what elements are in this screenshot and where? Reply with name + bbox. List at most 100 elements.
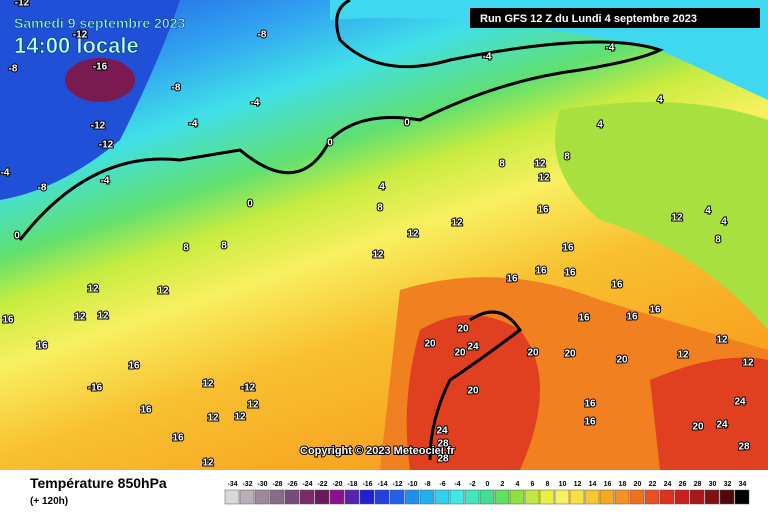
contour-label: 12 [677,350,689,361]
contour-label: 12 [202,458,214,469]
scale-swatch [734,489,750,505]
scale-label: -8 [424,481,430,488]
contour-label: -12 [73,30,88,41]
contour-label: 16 [564,268,576,279]
date-label: Samedi 9 septembre 2023 [14,15,185,31]
scale-label: 26 [679,481,687,488]
contour-label: -12 [15,0,30,9]
scale-swatch [704,489,720,505]
contour-label: 16 [2,315,14,326]
scale-label: 34 [739,481,747,488]
scale-label: -18 [347,481,357,488]
contour-label: 16 [140,405,152,416]
scale-label: -30 [257,481,267,488]
contour-label: 20 [424,339,436,350]
scale-swatch [584,489,600,505]
scale-swatch [284,489,300,505]
contour-label: -16 [93,62,108,73]
scale-label: 20 [634,481,642,488]
scale-swatch [269,489,285,505]
contour-label: -4 [1,168,10,179]
scale-label: -34 [227,481,237,488]
legend-title: Température 850hPa [30,475,167,491]
contour-label: 16 [584,417,596,428]
scale-label: 22 [649,481,657,488]
contour-label: 16 [537,205,549,216]
contour-label: 24 [716,420,728,431]
hot-zone [406,315,540,470]
scale-label: 14 [589,481,597,488]
scale-label: 0 [486,481,490,488]
contour-label: 0 [247,199,253,210]
contour-label: -4 [101,176,110,187]
legend-subtitle: (+ 120h) [30,496,68,507]
contour-label: 16 [584,399,596,410]
contour-label: 12 [87,284,99,295]
run-label: Run GFS 12 Z du Lundi 4 septembre 2023 [480,13,697,25]
scale-swatch [374,489,390,505]
scale-label: -14 [377,481,387,488]
scale-label: -22 [317,481,327,488]
scale-swatch [659,489,675,505]
scale-label: 10 [559,481,567,488]
hot-zone-east [650,357,768,470]
contour-label: -8 [38,183,47,194]
contour-label: 4 [597,120,603,131]
contour-label: 24 [734,397,746,408]
scale-swatch [224,489,240,505]
contour-label: 16 [128,361,140,372]
contour-label: -8 [9,64,18,75]
scale-label: 30 [709,481,717,488]
scale-label: -26 [287,481,297,488]
contour-label: 20 [527,348,539,359]
scale-swatch [554,489,570,505]
contour-label: 8 [715,235,721,246]
scale-swatch [404,489,420,505]
contour-label: 28 [738,442,750,453]
contour-label: 4 [379,182,385,193]
time-label: 14:00 locale [14,33,139,58]
scale-label: -16 [362,481,372,488]
contour-label: 16 [506,274,518,285]
scale-swatch [524,489,540,505]
scale-swatch [434,489,450,505]
contour-label: 16 [611,280,623,291]
contour-label: 24 [436,426,448,437]
contour-label: -16 [88,383,103,394]
contour-label: 20 [454,348,466,359]
scale-swatch [599,489,615,505]
contour-label: 0 [14,231,20,242]
scale-swatch [329,489,345,505]
scale-swatch [509,489,525,505]
scale-swatch [314,489,330,505]
contour-label: 12 [247,400,259,411]
scale-swatch [494,489,510,505]
contour-label: 0 [404,118,410,129]
scale-label: 32 [724,481,732,488]
contour-label: 16 [172,433,184,444]
scale-swatch [359,489,375,505]
contour-label: 16 [562,243,574,254]
contour-label: 12 [407,229,419,240]
scale-swatch [389,489,405,505]
scale-label: 12 [574,481,582,488]
contour-label: 20 [692,422,704,433]
scale-label: -32 [242,481,252,488]
scale-label: 16 [604,481,612,488]
contour-label: 12 [157,286,169,297]
contour-label: 12 [207,413,219,424]
scale-label: -6 [439,481,445,488]
contour-label: 16 [626,312,638,323]
scale-swatch [254,489,270,505]
zero-isotherm [18,0,664,241]
contour-label: 16 [649,305,661,316]
contour-label: 8 [377,203,383,214]
scale-swatch [689,489,705,505]
contour-label: -12 [99,140,114,151]
scale-swatch [299,489,315,505]
contour-label: -4 [606,43,615,54]
contour-label: 12 [742,358,754,369]
scale-label: -4 [454,481,460,488]
contour-label: 20 [467,386,479,397]
